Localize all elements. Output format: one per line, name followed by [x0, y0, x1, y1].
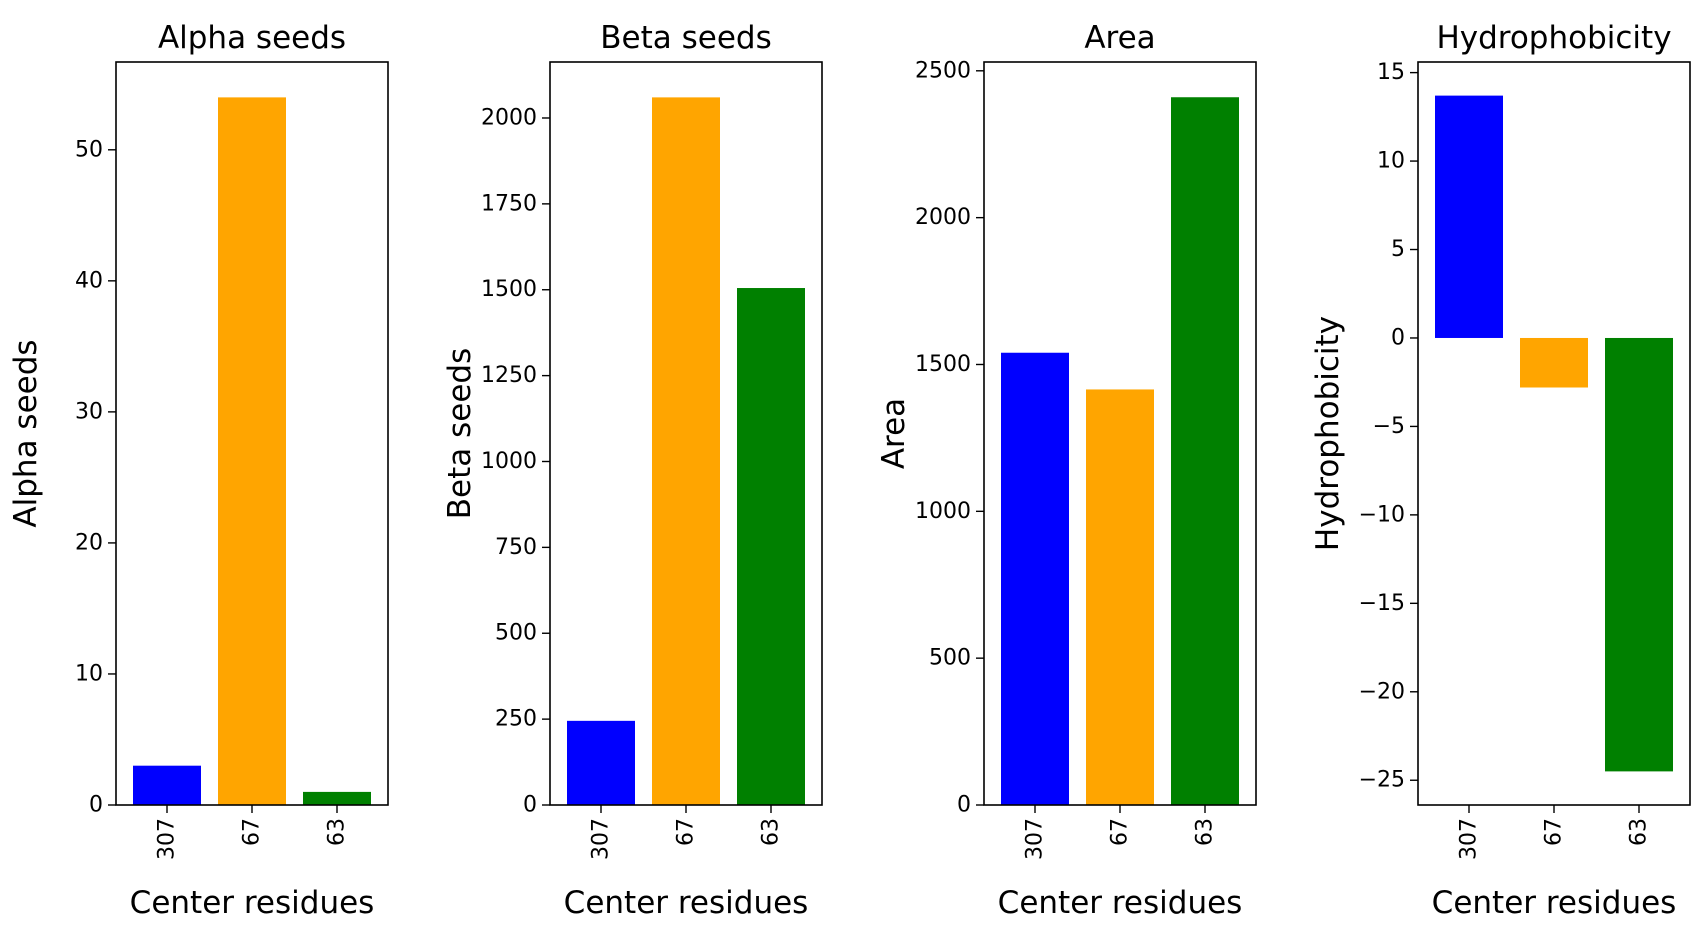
bar-63: [303, 791, 371, 805]
y-tick-label: −20: [1359, 679, 1405, 704]
x-tick-label: 67: [1542, 818, 1567, 846]
y-tick-label: 500: [495, 621, 537, 646]
y-tick-label: 250: [495, 707, 537, 732]
y-tick-label: −25: [1359, 768, 1405, 793]
bar-63: [1171, 97, 1239, 806]
chart-title: Beta seeds: [600, 20, 771, 56]
y-tick-label: 40: [75, 268, 103, 293]
y-tick-label: 1000: [481, 449, 537, 474]
y-tick-label: 10: [75, 661, 103, 686]
x-tick-label: 67: [240, 818, 265, 846]
y-tick-label: 1500: [481, 277, 537, 302]
x-axis-label: Center residues: [998, 885, 1243, 921]
x-tick-label: 307: [589, 818, 614, 860]
y-tick-label: −5: [1373, 414, 1405, 439]
x-axis-label: Center residues: [130, 885, 375, 921]
y-tick-label: −10: [1359, 502, 1405, 527]
y-tick-label: 1000: [915, 499, 971, 524]
bar-67: [652, 97, 720, 805]
subplot-1: 0 10 20 30 40 50 307 67 63 Alpha seeds Center resi…: [8, 20, 389, 921]
subplot-3: 0 500 1000 1500 2000 2500 307 67 63 Area Center re…: [876, 20, 1257, 921]
y-axis-label: Hydrophobicity: [1310, 316, 1346, 551]
y-axis-label: Area: [876, 398, 912, 469]
bar-63: [1605, 337, 1673, 772]
x-tick-label: 63: [759, 818, 784, 846]
y-tick-label: 30: [75, 399, 103, 424]
y-tick-label: 15: [1377, 60, 1405, 85]
chart-title: Alpha seeds: [158, 20, 346, 56]
y-tick-label: 2500: [915, 58, 971, 83]
bar-307: [1001, 352, 1069, 805]
y-tick-label: −15: [1359, 591, 1405, 616]
y-tick-label: 50: [75, 137, 103, 162]
y-tick-label: 0: [89, 793, 103, 818]
y-tick-label: 0: [523, 793, 537, 818]
y-tick-label: 2000: [915, 205, 971, 230]
x-tick-label: 63: [1627, 818, 1652, 846]
y-tick-label: 750: [495, 535, 537, 560]
y-tick-label: 0: [957, 793, 971, 818]
y-tick-label: 10: [1377, 149, 1405, 174]
x-tick-label: 63: [325, 818, 350, 846]
bar-63: [737, 288, 805, 805]
y-tick-label: 500: [929, 646, 971, 671]
y-tick-label: 1750: [481, 191, 537, 216]
x-tick-label: 307: [155, 818, 180, 860]
y-tick-label: 1500: [915, 352, 971, 377]
bar-307: [133, 765, 201, 805]
chart-title: Hydrophobicity: [1436, 20, 1671, 56]
y-axis-label: Beta seeds: [442, 348, 478, 519]
y-tick-label: 5: [1391, 237, 1405, 262]
bar-307: [1435, 95, 1503, 338]
x-axis-label: Center residues: [1432, 885, 1677, 921]
y-tick-label: 1250: [481, 363, 537, 388]
bar-67: [1520, 337, 1588, 388]
y-tick-label: 2000: [481, 105, 537, 130]
x-tick-label: 67: [1108, 818, 1133, 846]
y-axis-label: Alpha seeds: [8, 339, 44, 527]
x-tick-label: 307: [1023, 818, 1048, 860]
bar-307: [567, 720, 635, 805]
bar-67: [218, 97, 286, 805]
chart-title: Area: [1084, 20, 1155, 56]
subplot-4: 15 10 5 0 −5 −10 −15 −20 −25 307 67 63 Hydrophobicit…: [1310, 20, 1691, 921]
subplot-2: 0 250 500 750 1000 1250 1500 1750 2000 307 67 63 Bet…: [442, 20, 823, 921]
x-axis-label: Center residues: [564, 885, 809, 921]
x-tick-label: 67: [674, 818, 699, 846]
bar-67: [1086, 389, 1154, 805]
y-tick-label: 0: [1391, 325, 1405, 350]
x-tick-label: 307: [1457, 818, 1482, 860]
x-tick-label: 63: [1193, 818, 1218, 846]
y-tick-label: 20: [75, 530, 103, 555]
